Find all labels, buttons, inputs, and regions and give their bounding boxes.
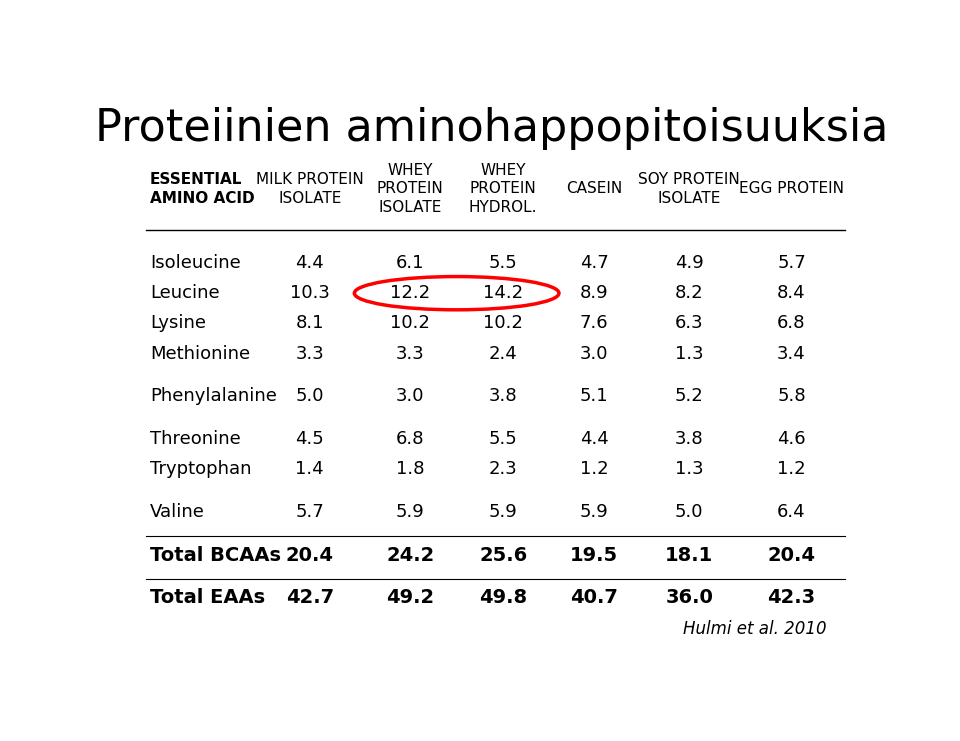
Text: ESSENTIAL
AMINO ACID: ESSENTIAL AMINO ACID bbox=[150, 172, 254, 205]
Text: 49.2: 49.2 bbox=[386, 588, 434, 608]
Text: 12.2: 12.2 bbox=[390, 285, 430, 302]
Text: Hulmi et al. 2010: Hulmi et al. 2010 bbox=[684, 619, 827, 638]
Text: 3.0: 3.0 bbox=[396, 388, 424, 405]
Text: 1.3: 1.3 bbox=[675, 345, 704, 362]
Text: Methionine: Methionine bbox=[150, 345, 250, 362]
Text: 3.8: 3.8 bbox=[489, 388, 517, 405]
Text: 5.5: 5.5 bbox=[489, 254, 517, 272]
Text: WHEY
PROTEIN
HYDROL.: WHEY PROTEIN HYDROL. bbox=[468, 163, 538, 215]
Text: 20.4: 20.4 bbox=[286, 545, 334, 565]
Text: Phenylalanine: Phenylalanine bbox=[150, 388, 276, 405]
Text: 4.4: 4.4 bbox=[580, 431, 609, 448]
Text: 5.2: 5.2 bbox=[675, 388, 704, 405]
Text: 4.6: 4.6 bbox=[778, 431, 805, 448]
Text: 10.2: 10.2 bbox=[390, 314, 430, 333]
Text: 5.5: 5.5 bbox=[489, 431, 517, 448]
Text: 4.4: 4.4 bbox=[296, 254, 324, 272]
Text: 20.4: 20.4 bbox=[767, 545, 815, 565]
Text: 6.1: 6.1 bbox=[396, 254, 424, 272]
Text: 5.9: 5.9 bbox=[580, 503, 609, 521]
Text: 5.7: 5.7 bbox=[777, 254, 805, 272]
Text: 6.3: 6.3 bbox=[675, 314, 704, 333]
Text: Isoleucine: Isoleucine bbox=[150, 254, 241, 272]
Text: 40.7: 40.7 bbox=[570, 588, 618, 608]
Text: 25.6: 25.6 bbox=[479, 545, 527, 565]
Text: 8.2: 8.2 bbox=[675, 285, 704, 302]
Text: 1.3: 1.3 bbox=[675, 460, 704, 479]
Text: 3.3: 3.3 bbox=[296, 345, 324, 362]
Text: Lysine: Lysine bbox=[150, 314, 205, 333]
Text: 5.7: 5.7 bbox=[296, 503, 324, 521]
Text: 8.1: 8.1 bbox=[296, 314, 324, 333]
Text: 1.2: 1.2 bbox=[778, 460, 805, 479]
Text: 42.3: 42.3 bbox=[767, 588, 816, 608]
Text: 10.3: 10.3 bbox=[290, 285, 329, 302]
Text: 42.7: 42.7 bbox=[286, 588, 334, 608]
Text: Proteiinien aminohappopitoisuuksia: Proteiinien aminohappopitoisuuksia bbox=[95, 107, 889, 150]
Text: WHEY
PROTEIN
ISOLATE: WHEY PROTEIN ISOLATE bbox=[376, 163, 444, 215]
Text: Threonine: Threonine bbox=[150, 431, 241, 448]
Text: 14.2: 14.2 bbox=[483, 285, 523, 302]
Text: 4.5: 4.5 bbox=[296, 431, 324, 448]
Text: 6.4: 6.4 bbox=[778, 503, 805, 521]
Text: 4.7: 4.7 bbox=[580, 254, 609, 272]
Text: 36.0: 36.0 bbox=[665, 588, 713, 608]
Text: Valine: Valine bbox=[150, 503, 204, 521]
Text: 6.8: 6.8 bbox=[778, 314, 805, 333]
Text: Leucine: Leucine bbox=[150, 285, 220, 302]
Text: 19.5: 19.5 bbox=[570, 545, 618, 565]
Text: 2.4: 2.4 bbox=[489, 345, 517, 362]
Text: 1.4: 1.4 bbox=[296, 460, 324, 479]
Text: 1.2: 1.2 bbox=[580, 460, 609, 479]
Text: EGG PROTEIN: EGG PROTEIN bbox=[739, 182, 844, 196]
Text: 8.9: 8.9 bbox=[580, 285, 609, 302]
Text: 5.9: 5.9 bbox=[489, 503, 517, 521]
Text: CASEIN: CASEIN bbox=[566, 182, 622, 196]
Text: Total EAAs: Total EAAs bbox=[150, 588, 265, 608]
Text: 4.9: 4.9 bbox=[675, 254, 704, 272]
Text: 5.1: 5.1 bbox=[580, 388, 609, 405]
Text: 5.8: 5.8 bbox=[778, 388, 805, 405]
Text: 3.4: 3.4 bbox=[777, 345, 805, 362]
Text: 7.6: 7.6 bbox=[580, 314, 609, 333]
Text: Total BCAAs: Total BCAAs bbox=[150, 545, 280, 565]
Text: 1.8: 1.8 bbox=[396, 460, 424, 479]
Text: 5.0: 5.0 bbox=[296, 388, 324, 405]
Text: 5.0: 5.0 bbox=[675, 503, 704, 521]
Text: SOY PROTEIN
ISOLATE: SOY PROTEIN ISOLATE bbox=[638, 172, 740, 205]
Text: 10.2: 10.2 bbox=[483, 314, 523, 333]
Text: 8.4: 8.4 bbox=[778, 285, 805, 302]
Text: 6.8: 6.8 bbox=[396, 431, 424, 448]
Text: 3.3: 3.3 bbox=[396, 345, 424, 362]
Text: 5.9: 5.9 bbox=[396, 503, 424, 521]
Text: 49.8: 49.8 bbox=[479, 588, 527, 608]
Text: Tryptophan: Tryptophan bbox=[150, 460, 252, 479]
Text: 3.0: 3.0 bbox=[580, 345, 609, 362]
Text: 2.3: 2.3 bbox=[489, 460, 517, 479]
Text: 3.8: 3.8 bbox=[675, 431, 704, 448]
Text: 18.1: 18.1 bbox=[665, 545, 713, 565]
Text: 24.2: 24.2 bbox=[386, 545, 434, 565]
Text: MILK PROTEIN
ISOLATE: MILK PROTEIN ISOLATE bbox=[256, 172, 364, 205]
